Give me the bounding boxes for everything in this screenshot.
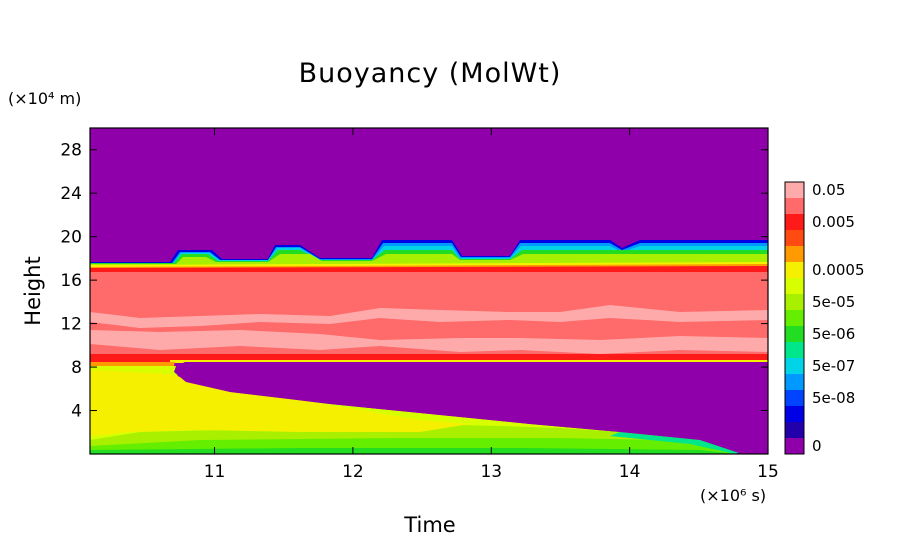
y-tick-label: 28 bbox=[60, 141, 82, 161]
colorbar-label: 5e-08 bbox=[812, 389, 855, 407]
colorbar-swatch bbox=[785, 278, 804, 295]
colorbar-swatch bbox=[785, 246, 804, 263]
colorbar-swatch bbox=[785, 406, 804, 423]
colorbar-label: 0.05 bbox=[812, 181, 845, 199]
colorbar-swatch bbox=[785, 438, 804, 455]
colorbar-label: 5e-05 bbox=[812, 293, 855, 311]
colorbar-swatch bbox=[785, 342, 804, 359]
colorbar-label: 0.005 bbox=[812, 213, 855, 231]
colorbar-label: 0.0005 bbox=[812, 261, 865, 279]
x-tick-label: 12 bbox=[342, 462, 364, 482]
colorbar-label: 5e-07 bbox=[812, 357, 855, 375]
colorbar-swatch bbox=[785, 326, 804, 343]
y-tick-label: 16 bbox=[60, 271, 82, 291]
colorbar-swatch bbox=[785, 262, 804, 279]
y-tick-label: 20 bbox=[60, 228, 82, 248]
colorbar-swatch bbox=[785, 214, 804, 231]
y-tick-label: 4 bbox=[71, 402, 82, 422]
contour-band-red-bottom bbox=[90, 354, 768, 362]
x-tick-label: 15 bbox=[757, 462, 779, 482]
contour-band-yellow-edge bbox=[170, 360, 768, 363]
colorbar-swatch bbox=[785, 390, 804, 407]
x-tick-label: 13 bbox=[480, 462, 502, 482]
contour-band-light-upper bbox=[90, 305, 768, 328]
colorbar-swatch bbox=[785, 422, 804, 439]
colorbar-swatch bbox=[785, 374, 804, 391]
x-axis: 11 12 13 14 15 bbox=[204, 128, 779, 482]
colorbar-label: 0 bbox=[812, 437, 822, 455]
contour-plume-deepgreen bbox=[90, 448, 736, 454]
colorbar-swatch bbox=[785, 182, 804, 199]
colorbar-swatch bbox=[785, 310, 804, 327]
plot-area bbox=[89, 127, 769, 455]
contour-lower-void bbox=[174, 362, 768, 454]
chart-title: Buoyancy (MolWt) bbox=[299, 58, 562, 89]
y-tick-label: 12 bbox=[60, 315, 82, 335]
y-axis-multiplier: (×10⁴ m) bbox=[8, 89, 81, 108]
plot-frame bbox=[89, 127, 769, 455]
colorbar-label: 5e-06 bbox=[812, 325, 855, 343]
y-tick-label: 8 bbox=[71, 358, 82, 378]
colorbar-swatch bbox=[785, 230, 804, 247]
x-axis-label: Time bbox=[403, 513, 455, 537]
contour-band-light-lower bbox=[90, 330, 768, 354]
colorbar-frame bbox=[784, 181, 805, 455]
colorbar: 0.05 0.005 0.0005 5e-05 5e-06 5e-07 5e-08 0 bbox=[784, 181, 865, 455]
colorbar-swatch bbox=[785, 358, 804, 375]
contour-plume-yellow-left bbox=[90, 370, 470, 436]
x-axis-multiplier: (×10⁶ s) bbox=[700, 486, 766, 505]
y-tick-label: 24 bbox=[60, 184, 82, 204]
colorbar-swatch bbox=[785, 294, 804, 311]
x-tick-label: 11 bbox=[204, 462, 226, 482]
contour-plume-cyan-edge bbox=[610, 432, 740, 454]
colorbar-swatch bbox=[785, 198, 804, 215]
y-axis-label: Height bbox=[21, 256, 45, 325]
y-axis: 4 8 12 16 20 24 28 bbox=[60, 141, 768, 422]
x-tick-label: 14 bbox=[619, 462, 641, 482]
